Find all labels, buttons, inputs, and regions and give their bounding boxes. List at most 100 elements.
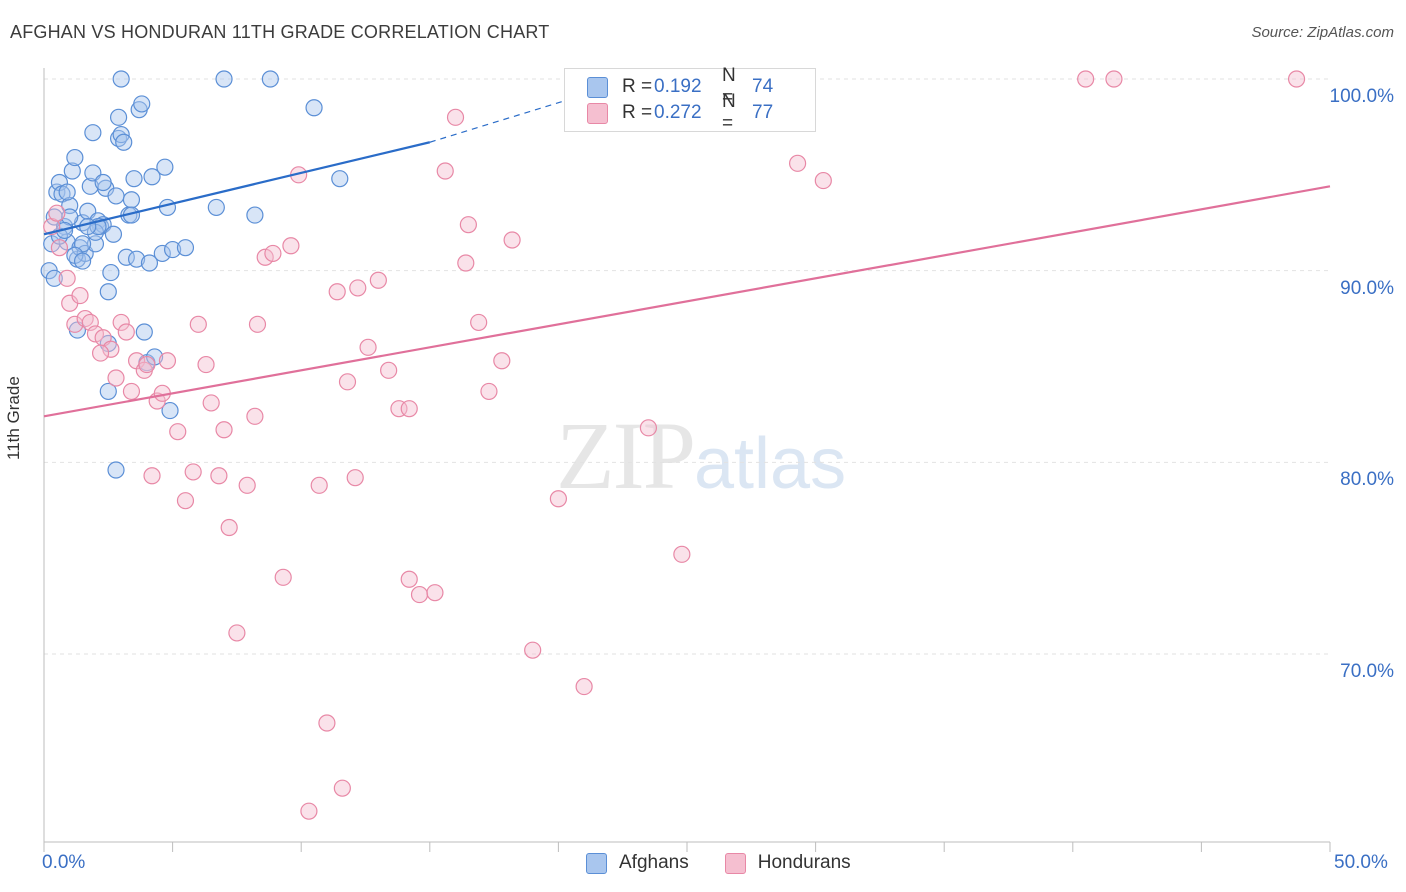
point-hondurans-55 bbox=[480, 382, 498, 401]
legend-item-afghans[interactable]: Afghans bbox=[586, 852, 689, 874]
point-afghans-59 bbox=[215, 70, 233, 88]
point-afghans-63 bbox=[246, 206, 264, 224]
point-afghans-26 bbox=[107, 187, 125, 205]
legend-swatch-hondurans bbox=[587, 102, 608, 124]
watermark-atlas: atlas bbox=[694, 424, 847, 504]
point-hondurans-29 bbox=[220, 518, 238, 537]
point-hondurans-57 bbox=[503, 231, 521, 249]
point-hondurans-14 bbox=[122, 382, 141, 401]
chart-source: Source: ZipAtlas.com bbox=[1251, 24, 1394, 41]
point-hondurans-62 bbox=[673, 545, 691, 563]
point-afghans-60 bbox=[261, 70, 279, 88]
point-hondurans-46 bbox=[380, 361, 398, 379]
point-hondurans-51 bbox=[436, 162, 454, 180]
point-afghans-9 bbox=[63, 162, 81, 180]
legend-r-value-hondurans: 0.272 bbox=[654, 102, 702, 123]
watermark-zip: ZIP bbox=[556, 402, 696, 509]
point-hondurans-64 bbox=[788, 154, 807, 172]
point-hondurans-66 bbox=[1077, 70, 1095, 88]
legend-r-label: R = bbox=[622, 102, 653, 123]
point-hondurans-38 bbox=[300, 802, 318, 820]
point-hondurans-54 bbox=[470, 313, 488, 332]
point-hondurans-1 bbox=[50, 239, 69, 257]
point-afghans-73 bbox=[45, 269, 63, 287]
chart-title: AFGHAN VS HONDURAN 11TH GRADE CORRELATIO… bbox=[10, 22, 550, 42]
point-hondurans-5 bbox=[71, 286, 89, 305]
point-hondurans-30 bbox=[228, 624, 246, 642]
point-afghans-58 bbox=[112, 70, 130, 88]
point-hondurans-49 bbox=[410, 585, 429, 604]
point-afghans-56 bbox=[79, 217, 97, 236]
point-hondurans-48 bbox=[400, 570, 418, 588]
x-tick-label-min: 0.0% bbox=[42, 852, 86, 873]
point-afghans-71 bbox=[73, 252, 92, 270]
point-hondurans-67 bbox=[1105, 70, 1123, 88]
point-hondurans-70 bbox=[91, 344, 110, 362]
point-hondurans-32 bbox=[248, 315, 267, 333]
point-afghans-46 bbox=[164, 240, 182, 259]
point-hondurans-34 bbox=[264, 244, 282, 263]
point-hondurans-60 bbox=[575, 677, 593, 696]
legend-label-hondurans: Hondurans bbox=[757, 852, 851, 873]
point-hondurans-75 bbox=[400, 400, 418, 418]
point-hondurans-2 bbox=[58, 269, 76, 287]
point-hondurans-74 bbox=[138, 355, 156, 374]
point-afghans-43 bbox=[156, 158, 174, 176]
point-hondurans-52 bbox=[446, 108, 465, 126]
legend-row-hondurans: R = 0.272 N = 77 bbox=[587, 91, 774, 134]
legend-n-value-afghans: 74 bbox=[752, 76, 774, 97]
point-afghans-24 bbox=[102, 263, 120, 282]
point-hondurans-69 bbox=[48, 204, 66, 222]
watermark: ZIPatlas bbox=[556, 400, 846, 511]
point-hondurans-27 bbox=[210, 467, 228, 485]
y-tick-label-90: 90.0% bbox=[1340, 277, 1394, 299]
point-hondurans-58 bbox=[524, 641, 542, 659]
point-afghans-69 bbox=[94, 173, 112, 192]
point-hondurans-26 bbox=[202, 394, 220, 412]
point-afghans-64 bbox=[176, 239, 195, 257]
point-afghans-39 bbox=[140, 254, 159, 272]
point-hondurans-41 bbox=[328, 283, 346, 301]
legend-n-label: N = bbox=[722, 65, 736, 108]
point-hondurans-11 bbox=[107, 369, 125, 387]
legend-row-afghans: R = 0.192 N = 74 bbox=[587, 65, 774, 108]
point-afghans-40 bbox=[143, 168, 161, 186]
y-tick-label-80: 80.0% bbox=[1340, 469, 1394, 491]
point-hondurans-25 bbox=[197, 355, 215, 374]
point-afghans-36 bbox=[133, 95, 151, 113]
point-afghans-42 bbox=[153, 244, 171, 263]
legend-n-value-hondurans: 77 bbox=[752, 102, 774, 123]
point-afghans-62 bbox=[331, 170, 349, 188]
y-tick-label-70: 70.0% bbox=[1340, 661, 1394, 682]
series-legend: Afghans Hondurans bbox=[586, 852, 887, 874]
point-hondurans-10 bbox=[102, 340, 120, 358]
point-hondurans-36 bbox=[282, 237, 300, 255]
point-hondurans-53 bbox=[457, 254, 475, 272]
point-hondurans-56 bbox=[493, 352, 511, 370]
point-afghans-32 bbox=[122, 191, 141, 209]
legend-r-value-afghans: 0.192 bbox=[654, 76, 702, 97]
point-hondurans-39 bbox=[310, 476, 328, 494]
point-hondurans-21 bbox=[169, 423, 187, 441]
point-hondurans-35 bbox=[274, 568, 292, 586]
point-afghans-45 bbox=[161, 401, 179, 420]
point-hondurans-12 bbox=[112, 313, 130, 332]
point-afghans-25 bbox=[104, 225, 123, 243]
legend-item-hondurans[interactable]: Hondurans bbox=[724, 852, 851, 874]
point-hondurans-68 bbox=[1287, 70, 1306, 88]
y-tick-label-100: 100.0% bbox=[1329, 86, 1394, 107]
legend-label-afghans: Afghans bbox=[619, 852, 689, 873]
point-hondurans-59 bbox=[549, 490, 568, 508]
point-afghans-23 bbox=[99, 283, 117, 301]
point-hondurans-45 bbox=[369, 271, 387, 289]
point-hondurans-73 bbox=[246, 407, 264, 425]
point-afghans-34 bbox=[127, 250, 146, 268]
legend-n-label: N = bbox=[722, 91, 736, 134]
point-hondurans-8 bbox=[86, 325, 105, 343]
point-hondurans-50 bbox=[426, 584, 444, 602]
point-afghans-30 bbox=[117, 248, 135, 266]
point-hondurans-72 bbox=[346, 469, 364, 487]
point-hondurans-28 bbox=[215, 421, 233, 439]
point-hondurans-23 bbox=[184, 463, 202, 481]
